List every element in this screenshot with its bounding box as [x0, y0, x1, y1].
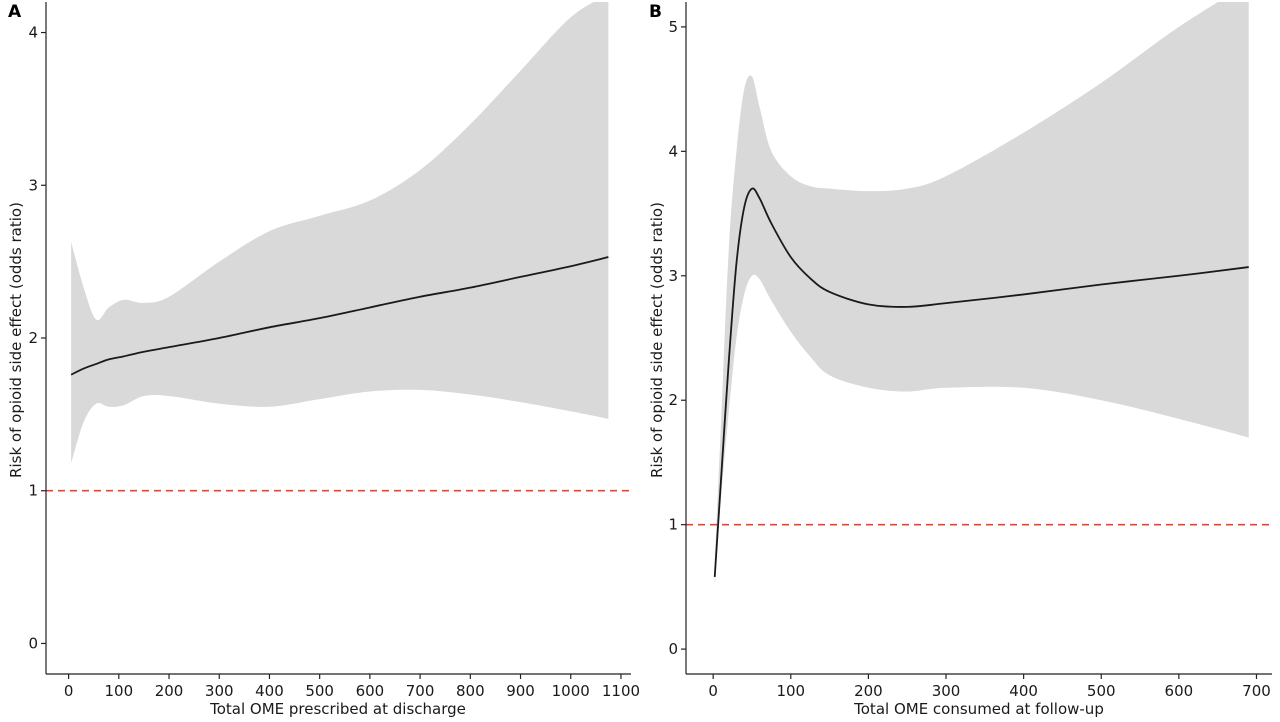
- panel-b-letter: B: [649, 2, 662, 22]
- panel-a-x-tick-label: 100: [104, 682, 133, 700]
- panel-a-x-tick-label: 500: [305, 682, 334, 700]
- panel-a-y-tick-label: 1: [28, 482, 38, 500]
- panel-b-x-tick-label: 100: [776, 682, 805, 700]
- panel-a-x-tick-label: 700: [406, 682, 435, 700]
- panel-b-x-tick-label: 700: [1242, 682, 1271, 700]
- panel-b-y-tick-label: 3: [668, 267, 678, 285]
- panel-b-x-tick-label: 300: [932, 682, 961, 700]
- panel-a-y-tick-label: 2: [28, 329, 38, 347]
- panel-b-x-tick-label: 500: [1087, 682, 1116, 700]
- panel-a-y-tick-label: 4: [28, 24, 38, 42]
- panel-b-y-tick-label: 1: [668, 516, 678, 534]
- panel-b-x-tick-label: 0: [708, 682, 718, 700]
- panel-b-x-axis-title: Total OME consumed at follow-up: [853, 700, 1104, 718]
- panel-a-x-tick-label: 900: [506, 682, 535, 700]
- panel-a-x-tick-label: 400: [255, 682, 284, 700]
- panel-a-y-tick-label: 0: [28, 634, 38, 652]
- panel-b-confidence-band: [714, 2, 1249, 587]
- panel-b-y-tick-label: 0: [668, 640, 678, 658]
- panel-a-x-tick-label: 200: [155, 682, 184, 700]
- panel-a-x-tick-label: 600: [356, 682, 385, 700]
- panel-b-x-tick-label: 400: [1009, 682, 1038, 700]
- panel-a-confidence-band: [71, 2, 609, 464]
- panel-a-y-tick-label: 3: [28, 176, 38, 194]
- panel-a-x-axis-title: Total OME prescribed at discharge: [209, 700, 466, 718]
- panel-a-y-axis-title: Risk of opioid side effect (odds ratio): [7, 202, 25, 478]
- panel-a: A 0 100 200 300 400 500 600 700 800 900 1000 1100 0…: [7, 2, 640, 718]
- panel-b-y-tick-label: 4: [668, 142, 678, 160]
- panel-a-x-tick-label: 1000: [552, 682, 590, 700]
- panel-b-y-tick-label: 5: [668, 18, 678, 36]
- panel-a-x-ticks: 0 100 200 300 400 500 600 700 800 900 1000 1100: [64, 674, 640, 700]
- panel-a-x-tick-label: 800: [456, 682, 485, 700]
- panel-a-x-tick-label: 300: [205, 682, 234, 700]
- panel-b: B 0 100 200 300 400 500 600 700 0 1 2 3 4 5 Total OM…: [648, 2, 1272, 718]
- panel-b-y-tick-label: 2: [668, 391, 678, 409]
- panel-a-y-ticks: 0 1 2 3 4: [28, 24, 46, 652]
- panel-b-y-ticks: 0 1 2 3 4 5: [668, 18, 686, 658]
- panel-a-fit-line: [70, 256, 609, 376]
- panel-a-x-tick-label: 0: [64, 682, 74, 700]
- panel-a-x-tick-label: 1100: [602, 682, 640, 700]
- panel-b-x-tick-label: 200: [854, 682, 883, 700]
- panel-b-fit-line: [713, 187, 1249, 577]
- panel-b-x-ticks: 0 100 200 300 400 500 600 700: [708, 674, 1271, 700]
- panel-b-x-tick-label: 600: [1165, 682, 1194, 700]
- panel-a-letter: A: [8, 2, 22, 22]
- panel-b-y-axis-title: Risk of opioid side effect (odds ratio): [648, 202, 666, 478]
